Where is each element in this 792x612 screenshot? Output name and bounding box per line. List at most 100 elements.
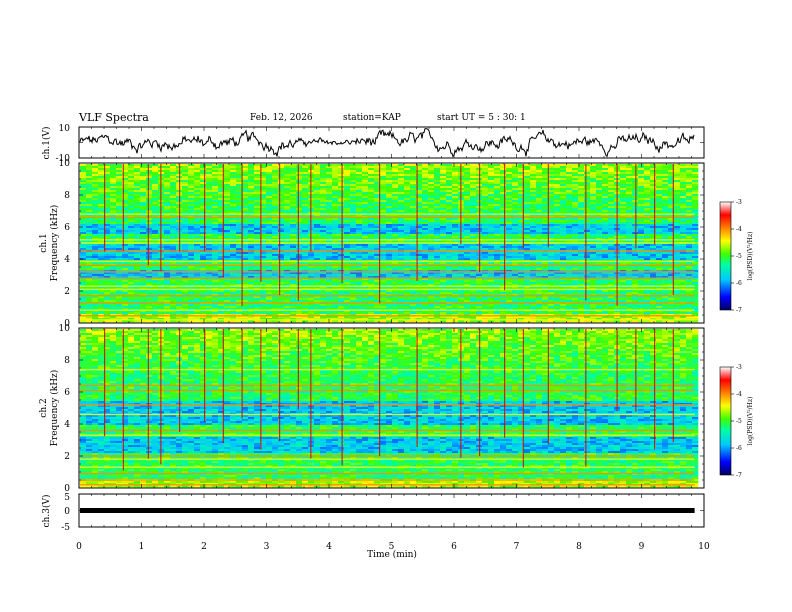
spectrogram-cell	[398, 224, 405, 227]
spectrogram-cell	[266, 228, 273, 231]
spectrogram-cell	[560, 248, 567, 251]
spectrogram-cell	[692, 198, 699, 201]
spectrogram-cell	[512, 212, 519, 215]
spectrogram-cell	[416, 234, 423, 237]
spectrogram-cell	[134, 224, 141, 227]
spectrogram-cell	[188, 226, 195, 229]
spectrogram-cell	[446, 244, 453, 247]
spectrogram-cell	[344, 174, 351, 177]
spectrogram-cell	[482, 176, 489, 179]
spectrogram-cell	[446, 224, 453, 227]
spectrogram-cell	[134, 184, 141, 187]
spectrogram-cell	[86, 170, 93, 173]
spectrogram-cell	[602, 244, 609, 247]
spectrogram-cell	[194, 182, 201, 185]
spectrogram-cell	[488, 168, 495, 171]
spectrogram-cell	[530, 174, 537, 177]
spectrogram-cell	[416, 246, 423, 249]
spectrogram-cell	[584, 172, 591, 175]
spectrogram-cell	[392, 254, 399, 257]
spectrogram-cell	[320, 166, 327, 169]
spectrogram-cell	[644, 246, 651, 249]
spectrogram-cell	[686, 236, 693, 239]
spectrogram-cell	[242, 254, 249, 257]
spectrogram-cell	[662, 214, 669, 217]
spectrogram-cell	[482, 204, 489, 207]
spectrogram-cell	[422, 224, 429, 227]
spectrogram-cell	[320, 180, 327, 183]
spectrogram-cell	[578, 168, 585, 171]
spectrogram-cell	[596, 236, 603, 239]
spectrogram-cell	[572, 174, 579, 177]
spectrogram-cell	[230, 166, 237, 169]
spectrogram-cell	[602, 190, 609, 193]
spectrogram-cell	[416, 178, 423, 181]
spectrogram-cell	[122, 240, 129, 243]
spectrogram-cell	[644, 218, 651, 221]
spectrogram-cell	[230, 226, 237, 229]
spectrogram-cell	[362, 230, 369, 233]
spectrogram-cell	[554, 178, 561, 181]
spectrogram-cell	[212, 166, 219, 169]
spectrogram-cell	[416, 174, 423, 177]
spectrogram-cell	[584, 246, 591, 249]
spectrogram-cell	[338, 226, 345, 229]
spectrogram-cell	[284, 200, 291, 203]
spectrogram-cell	[386, 178, 393, 181]
spectrogram-cell	[566, 224, 573, 227]
spectrogram-cell	[278, 224, 285, 227]
spectrogram-cell	[260, 176, 267, 179]
spectrogram-cell	[266, 170, 273, 173]
spectrogram-cell	[92, 188, 99, 191]
spectrogram-cell	[446, 172, 453, 175]
spectrogram-cell	[302, 176, 309, 179]
station-label: station=KAP	[343, 113, 401, 123]
spectrogram-cell	[638, 210, 645, 213]
spectrogram-cell	[248, 258, 255, 261]
spectrogram-cell	[542, 196, 549, 199]
spectrogram-cell	[656, 174, 663, 177]
spectrogram-cell	[290, 172, 297, 175]
spectrogram-cell	[284, 214, 291, 217]
spectrogram-cell	[320, 240, 327, 243]
spectrogram-cell	[626, 256, 633, 259]
spectrogram-cell	[470, 218, 477, 221]
spectrogram-cell	[674, 180, 681, 183]
spectrogram-cell	[500, 208, 507, 211]
spectrogram-cell	[452, 174, 459, 177]
spectrogram-cell	[374, 240, 381, 243]
spectrogram-cell	[380, 170, 387, 173]
spectrogram-cell	[182, 184, 189, 187]
spectrogram-cell	[302, 254, 309, 257]
spectrogram-cell	[656, 200, 663, 203]
spectrogram-cell	[290, 182, 297, 185]
spectrogram-cell	[386, 212, 393, 215]
spectrogram-cell	[338, 188, 345, 191]
spectrogram-cell	[80, 180, 87, 183]
spectrogram-cell	[602, 186, 609, 189]
spectrogram-cell	[86, 236, 93, 239]
spectrogram-cell	[398, 248, 405, 251]
spectrogram-cell	[296, 228, 303, 231]
spectrogram-cell	[596, 200, 603, 203]
spectrogram-cell	[518, 180, 525, 183]
spectrogram-cell	[440, 174, 447, 177]
spectrogram-cell	[104, 252, 111, 255]
spectrogram-cell	[380, 248, 387, 251]
spectrogram-cell	[584, 224, 591, 227]
spectrogram-cell	[602, 234, 609, 237]
spectrogram-cell	[122, 170, 129, 173]
spectrogram-cell	[314, 206, 321, 209]
spectrogram-cell	[674, 218, 681, 221]
spectrogram-cell	[368, 236, 375, 239]
spectrogram-cell	[116, 208, 123, 211]
spectrogram-cell	[560, 254, 567, 257]
spectrogram-cell	[452, 178, 459, 181]
spectrogram-cell	[140, 228, 147, 231]
spectrogram-cell	[302, 240, 309, 243]
spectrogram-cell	[296, 252, 303, 255]
spectrogram-cell	[662, 190, 669, 193]
spectrogram-cell	[230, 198, 237, 201]
spectrogram-cell	[116, 180, 123, 183]
spectrogram-cell	[338, 176, 345, 179]
